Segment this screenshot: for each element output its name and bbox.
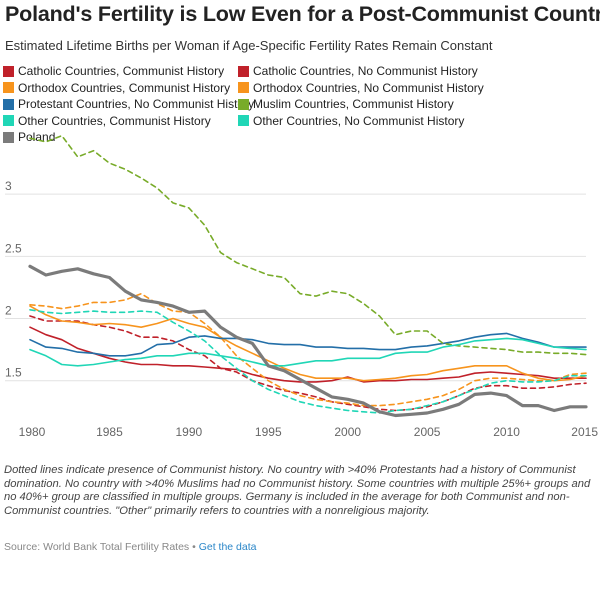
x-tick-label: 2015 — [571, 425, 598, 439]
x-tick-label: 1985 — [96, 425, 123, 439]
series-line-catholic-countries-no-communist-history — [29, 326, 587, 383]
legend-item: Catholic Countries, Communist History — [3, 63, 224, 79]
source-line: Source: World Bank Total Fertility Rates… — [4, 541, 257, 553]
legend-item: Catholic Countries, No Communist History — [238, 63, 478, 79]
legend-label: Orthodox Countries, Communist History — [18, 80, 231, 95]
legend-label: Other Countries, Communist History — [18, 113, 211, 128]
legend-swatch — [238, 98, 249, 110]
x-tick-label: 1995 — [255, 425, 282, 439]
legend-swatch — [238, 115, 249, 126]
legend-swatch — [3, 65, 14, 77]
y-tick-label: 2 — [5, 304, 12, 318]
series-line-protestant-countries-no-communist-history — [29, 332, 587, 357]
legend-item: Orthodox Countries, No Communist History — [238, 80, 484, 96]
legend-label: Other Countries, No Communist History — [253, 113, 465, 128]
series-line-other-countries-no-communist-history — [29, 337, 587, 367]
x-tick-label: 1990 — [176, 425, 203, 439]
legend-label: Orthodox Countries, No Communist History — [253, 80, 484, 95]
x-tick-label: 2010 — [493, 425, 520, 439]
source-text: Source: World Bank Total Fertility Rates… — [4, 541, 196, 553]
legend-item: Other Countries, No Communist History — [238, 113, 464, 129]
legend-label: Poland — [18, 130, 56, 144]
x-tick-label: 2005 — [414, 425, 441, 439]
legend-label: Muslim Countries, Communist History — [253, 97, 454, 111]
x-tick-label: 1980 — [19, 425, 46, 439]
series-line-muslim-countries-communist-history — [29, 134, 587, 356]
series-line-orthodox-countries-no-communist-history — [29, 305, 587, 382]
y-axis-ticks: 1.5 2 2.5 3 — [5, 179, 22, 380]
legend-swatch — [3, 115, 14, 126]
series-lines — [28, 134, 588, 418]
series-line-catholic-countries-communist-history — [29, 315, 587, 412]
grid-lines — [5, 193, 586, 382]
series-line-other-countries-communist-history — [29, 308, 587, 414]
legend-swatch — [3, 131, 14, 143]
legend-label: Protestant Countries, No Communist Histo… — [18, 97, 255, 111]
y-tick-label: 3 — [5, 179, 12, 193]
legend-item: Muslim Countries, Communist History — [238, 96, 454, 112]
series-line-poland — [28, 264, 588, 418]
legend-label: Catholic Countries, No Communist History — [253, 64, 478, 78]
legend-swatch — [3, 82, 14, 93]
chart-subtitle: Estimated Lifetime Births per Woman if A… — [5, 38, 493, 53]
legend-swatch — [238, 82, 249, 93]
legend-swatch — [238, 65, 249, 77]
series-line-orthodox-countries-communist-history — [29, 292, 587, 407]
footnote: Dotted lines indicate presence of Commun… — [4, 464, 591, 517]
legend-item: Protestant Countries, No Communist Histo… — [3, 96, 254, 112]
get-data-link[interactable]: Get the data — [198, 541, 257, 553]
x-axis-ticks: 1980 1985 1990 1995 2000 2005 2010 2015 — [19, 425, 599, 439]
legend-item: Orthodox Countries, Communist History — [3, 80, 230, 96]
legend-item: Poland — [3, 129, 55, 145]
legend-swatch — [3, 98, 14, 110]
chart-title: Poland's Fertility is Low Even for a Pos… — [5, 2, 600, 26]
legend-item: Other Countries, Communist History — [3, 113, 211, 129]
legend-label: Catholic Countries, Communist History — [18, 64, 225, 78]
x-tick-label: 2000 — [334, 425, 361, 439]
y-tick-label: 2.5 — [5, 241, 22, 255]
y-tick-label: 1.5 — [5, 366, 22, 380]
